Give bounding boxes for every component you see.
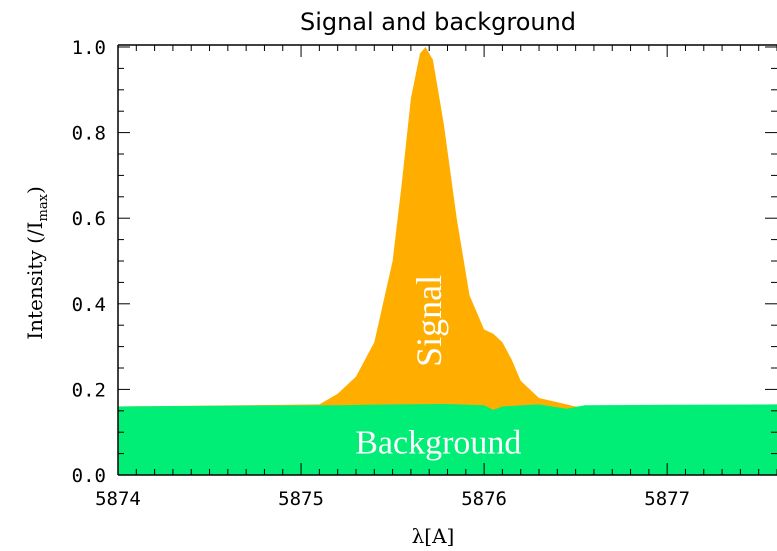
y-axis-label-close: ) — [23, 186, 47, 194]
y-tick-label: 0.6 — [72, 208, 106, 230]
y-tick-label: 0.4 — [72, 294, 106, 316]
background-annotation: Background — [355, 425, 521, 462]
plot-area — [118, 47, 777, 475]
signal-annotation: Signal — [409, 275, 449, 367]
y-axis-label-subscript: max — [36, 193, 51, 221]
y-tick-label: 1.0 — [72, 37, 106, 59]
x-tick-label: 5877 — [644, 488, 690, 510]
y-tick-label: 0.2 — [72, 379, 106, 401]
x-axis-label: λ[A] — [412, 524, 455, 548]
y-axis-label-main: Intensity (/I — [23, 221, 47, 339]
y-tick-label: 0.8 — [72, 123, 106, 145]
y-axis-label: Intensity (/Imax) — [23, 186, 51, 340]
chart-title: Signal and background — [300, 8, 576, 36]
y-tick-label: 0.0 — [72, 465, 106, 487]
x-tick-label: 5876 — [461, 488, 507, 510]
x-tick-label: 5875 — [278, 488, 324, 510]
x-tick-label: 5874 — [95, 488, 141, 510]
